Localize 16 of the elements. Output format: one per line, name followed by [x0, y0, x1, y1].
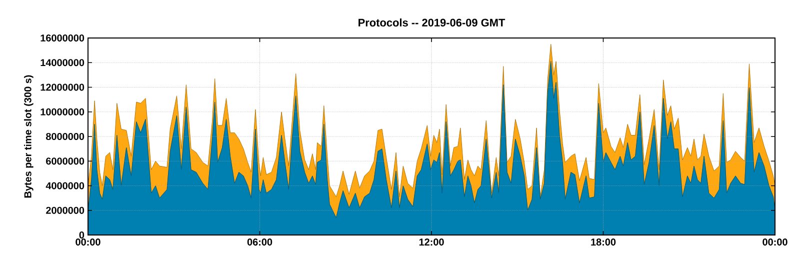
- y-tick-label: 6000000: [46, 158, 84, 165]
- y-tick-label: 10000000: [40, 108, 84, 116]
- x-tick-label: 12:00: [419, 238, 444, 246]
- chart-title: Protocols -- 2019-06-09 GMT: [358, 18, 506, 27]
- x-tick-label: 00:00: [76, 238, 100, 246]
- x-tick-label: 06:00: [247, 238, 272, 246]
- x-tick-label: 18:00: [591, 238, 616, 246]
- y-tick-label: 2000000: [46, 206, 84, 214]
- x-tick-label: 00:00: [762, 238, 788, 246]
- y-tick-label: 16000000: [40, 34, 84, 42]
- y-tick-label: 14000000: [40, 59, 84, 66]
- y-tick-label: 8000000: [46, 132, 84, 140]
- y-tick-label: 12000000: [40, 84, 84, 91]
- y-axis-title: Bytes per time slot (300 s): [24, 75, 34, 198]
- y-tick-label: 4000000: [46, 182, 84, 190]
- y-tick-label: 0: [79, 231, 84, 239]
